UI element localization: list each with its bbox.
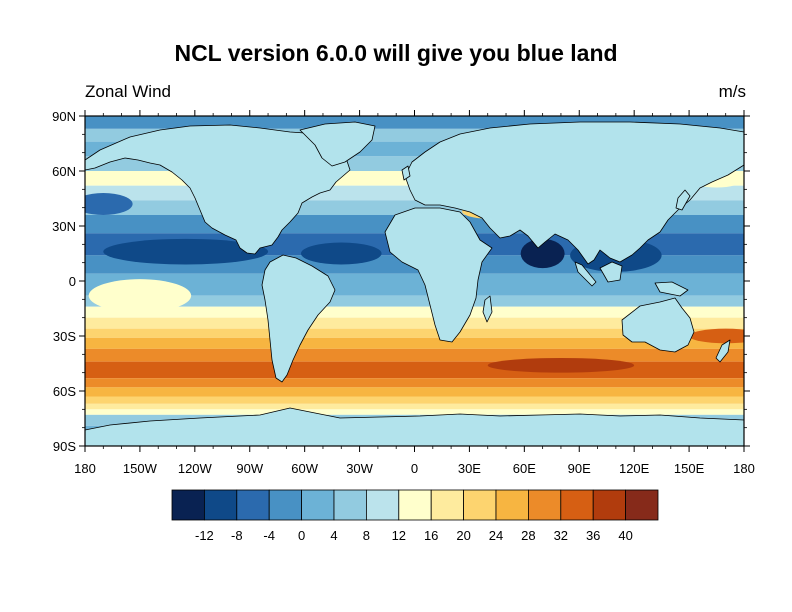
land-masses (85, 121, 744, 446)
colorbar-label: 28 (521, 528, 535, 543)
map-axes: 90N 60N 30N 0 30S 60S 90S 180 150W 120W 90W 60W 30W 0… (52, 109, 755, 476)
land-antarctica (85, 407, 744, 446)
colorbar-label: 12 (392, 528, 406, 543)
wind-feature-6 (689, 328, 744, 344)
land-north-america (85, 124, 351, 255)
lat-tick-label: 90N (52, 109, 76, 124)
colorbar-label: 36 (586, 528, 600, 543)
colorbar-box (268, 489, 303, 521)
lat-tick-label: 90S (53, 439, 76, 454)
lon-tick-label: 180 (74, 461, 96, 476)
colorbar-label: 40 (618, 528, 632, 543)
wind-feature-1 (301, 242, 382, 265)
lon-tick-label: 60W (291, 461, 318, 476)
colorbar-box (528, 489, 562, 521)
colorbar-box (592, 489, 627, 521)
plot-title: NCL version 6.0.0 will give you blue lan… (174, 40, 618, 66)
colorbar-box (333, 489, 367, 521)
colorbar-label: 24 (489, 528, 503, 543)
lon-tick-label: 90E (568, 461, 591, 476)
colorbar-box (203, 489, 238, 521)
lat-tick-label: 30S (53, 329, 76, 344)
lon-tick-label: 60E (513, 461, 536, 476)
wind-feature-4 (520, 238, 565, 269)
lat-tick-label: 60N (52, 164, 76, 179)
land-south-america (261, 254, 336, 383)
lat-tick-label: 30N (52, 219, 76, 234)
lat-tick-label: 0 (69, 274, 76, 289)
wind-band-21 (85, 403, 744, 410)
colorbar-box (495, 489, 529, 521)
wind-band-16 (85, 348, 744, 362)
units-label: m/s (718, 82, 746, 101)
land-eurasia (404, 121, 744, 265)
wind-feature-0 (103, 238, 269, 265)
wind-band-13 (85, 317, 744, 329)
colorbar-label: 20 (456, 528, 470, 543)
lon-tick-label: 30W (346, 461, 373, 476)
variable-label: Zonal Wind (85, 82, 171, 101)
colorbar-label: -8 (231, 528, 243, 543)
colorbar-label: -12 (195, 528, 214, 543)
lon-tick-label: 120E (619, 461, 650, 476)
colorbar-box (560, 489, 594, 521)
lon-tick-label: 150E (674, 461, 705, 476)
wind-feature-7 (85, 193, 133, 215)
wind-band-22 (85, 409, 744, 415)
colorbar: -12 -8 -4 0 4 8 12 16 20 24 28 32 36 40 (171, 489, 659, 543)
colorbar-box (301, 489, 335, 521)
colorbar-label: 32 (554, 528, 568, 543)
wind-feature-5 (487, 358, 635, 373)
land-japan (675, 189, 691, 211)
colorbar-label: 4 (330, 528, 337, 543)
colorbar-label: 8 (363, 528, 370, 543)
lon-tick-label: 120W (178, 461, 213, 476)
lon-tick-label: 0 (411, 461, 418, 476)
wind-band-12 (85, 306, 744, 318)
colorbar-label: -4 (263, 528, 275, 543)
wind-band-19 (85, 387, 744, 397)
land-madagascar (482, 295, 493, 323)
lon-tick-label: 30E (458, 461, 481, 476)
wind-band-11 (85, 295, 744, 307)
colorbar-label: 0 (298, 528, 305, 543)
wind-band-20 (85, 396, 744, 404)
wind-band-17 (85, 361, 744, 379)
lat-tick-label: 60S (53, 384, 76, 399)
land-british-isles (401, 165, 411, 181)
land-borneo (599, 261, 623, 283)
lon-tick-label: 150W (123, 461, 158, 476)
colorbar-box (236, 489, 270, 521)
land-sumatra (574, 261, 597, 287)
wind-band-10 (85, 273, 744, 296)
lon-tick-label: 180 (733, 461, 755, 476)
land-australia (621, 297, 695, 353)
land-new-zealand (715, 339, 731, 363)
colorbar-box (430, 489, 465, 521)
colorbar-box (625, 489, 659, 521)
land-greenland (299, 121, 376, 167)
wind-band-15 (85, 337, 744, 349)
colorbar-box (365, 489, 400, 521)
wind-band-18 (85, 378, 744, 388)
lon-tick-label: 90W (236, 461, 263, 476)
wind-band-14 (85, 328, 744, 338)
colorbar-box (398, 489, 432, 521)
colorbar-label: 16 (424, 528, 438, 543)
wind-feature-2 (88, 279, 192, 313)
land-new-guinea (654, 281, 689, 297)
colorbar-box (463, 489, 497, 521)
colorbar-box (171, 489, 205, 521)
land-africa (384, 207, 493, 343)
